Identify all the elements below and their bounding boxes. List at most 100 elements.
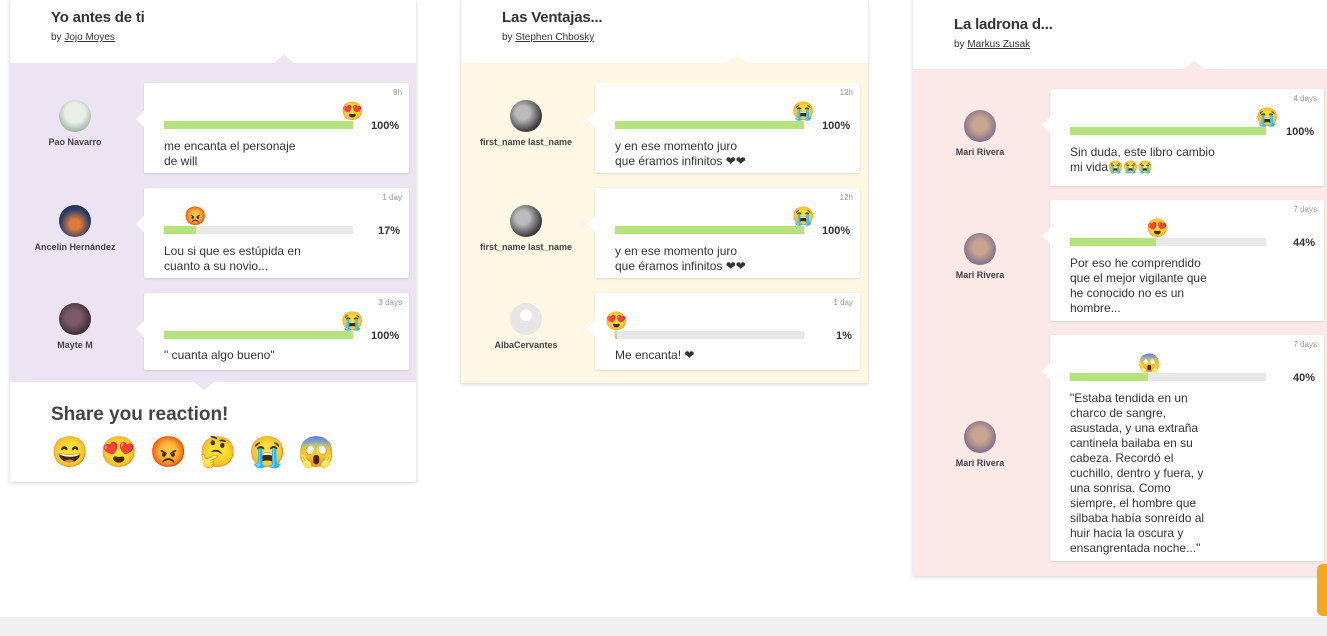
- share-reaction-title: Share you reaction!: [51, 404, 229, 425]
- review-comment: Sin duda, este libro cambio mi vida😭😭😭: [1070, 145, 1215, 175]
- review-bubble: 12h 😭 100% y en ese momento juro que éra…: [587, 188, 860, 278]
- review-comment: Por eso he comprendido que el mejor vigi…: [1070, 256, 1207, 316]
- review-user[interactable]: Mari Rivera: [925, 421, 1035, 468]
- heart-eyes-emoji-icon: 😍: [341, 101, 364, 121]
- reviews-area: first_name last_name 12h 😭 100% y en ese…: [461, 63, 868, 383]
- comment-line: que éramos infinitos ❤❤: [615, 154, 746, 168]
- comment-line: siempre, el hombre que: [1070, 496, 1197, 510]
- review-card: La ladrona d... by Markus Zusak Mari Riv…: [913, 0, 1327, 576]
- avatar: [59, 100, 91, 132]
- header-notch: [1184, 61, 1204, 69]
- comment-line: una sonrisa. Como: [1070, 481, 1171, 495]
- comment-line: " cuanta algo bueno": [164, 348, 275, 362]
- review-bubble: 9h 😍 100% me encanta el personaje de wil…: [136, 83, 409, 173]
- book-author-line: by Jojo Moyes: [51, 32, 416, 43]
- page-footer-band: [0, 617, 1327, 636]
- avatar: [964, 421, 996, 453]
- book-title[interactable]: Yo antes de ti: [51, 9, 145, 26]
- review-user[interactable]: Pao Navarro: [20, 100, 130, 147]
- feedback-tab[interactable]: [1317, 564, 1327, 616]
- screaming-emoji-icon: 😱: [1138, 353, 1161, 373]
- reaction-bar-fill: [615, 121, 804, 129]
- reaction-bar: [615, 226, 804, 234]
- review-user[interactable]: AlbaCervantes: [471, 303, 581, 350]
- review-user[interactable]: Mari Rivera: [925, 233, 1035, 280]
- review-time: 1 day: [382, 193, 402, 202]
- comment-line: Por eso he comprendido: [1070, 256, 1201, 270]
- author-link[interactable]: Stephen Chbosky: [515, 32, 595, 43]
- comment-line: he conocido no es un: [1070, 286, 1185, 300]
- angry-emoji-icon: 😡: [184, 206, 207, 226]
- header-notch: [274, 55, 294, 63]
- review-user[interactable]: Ancelin Hernández: [20, 205, 130, 252]
- reaction-bar: [164, 121, 353, 129]
- book-title[interactable]: La ladrona d...: [954, 16, 1053, 33]
- author-link[interactable]: Jojo Moyes: [64, 32, 115, 43]
- reaction-bar-fill: [615, 331, 617, 339]
- review-user[interactable]: Mari Rivera: [925, 110, 1035, 157]
- grinning-emoji-icon[interactable]: 😄: [51, 436, 89, 469]
- author-link[interactable]: Markus Zusak: [967, 39, 1031, 50]
- card-header: Las Ventajas... by Stephen Chbosky: [461, 0, 868, 63]
- username: AlbaCervantes: [494, 340, 558, 350]
- reaction-bar-fill: [164, 226, 197, 234]
- by-label: by: [502, 32, 513, 43]
- comment-line: cuchillo, dentro y fuera, y: [1070, 466, 1204, 480]
- review-time: 9h: [393, 88, 402, 97]
- reaction-bar: [1070, 127, 1266, 135]
- review-time: 7 days: [1293, 205, 1317, 214]
- avatar: [964, 233, 996, 265]
- reaction-percent: 100%: [822, 120, 851, 132]
- comment-line: mi vida😭😭😭: [1070, 160, 1153, 174]
- reaction-bar: [615, 331, 804, 339]
- comment-line: "Estaba tendida en un: [1070, 391, 1188, 405]
- comment-line: silbaba había sonreído al: [1070, 511, 1205, 525]
- avatar: [964, 110, 996, 142]
- crying-emoji-icon: 😭: [792, 101, 815, 121]
- comment-line: que el mejor vigilante que: [1070, 271, 1207, 285]
- username: Pao Navarro: [48, 137, 102, 147]
- username: first_name last_name: [479, 242, 573, 252]
- review-bubble: 1 day 😍 1% Me encanta! ❤: [587, 293, 860, 370]
- comment-line: y en ese momento juro: [615, 139, 738, 153]
- heart-eyes-emoji-icon: 😍: [1146, 218, 1169, 238]
- review-time: 4 days: [1293, 94, 1317, 103]
- username: Mari Rivera: [955, 458, 1005, 468]
- review-user[interactable]: Mayte M: [20, 303, 130, 350]
- comment-line: que éramos infinitos ❤❤: [615, 259, 746, 273]
- username: Mari Rivera: [955, 147, 1005, 157]
- crying-emoji-icon: 😭: [792, 206, 815, 226]
- comment-line: cuanto a su novio...: [164, 259, 269, 273]
- review-user[interactable]: first_name last_name: [471, 205, 581, 252]
- reaction-percent: 17%: [378, 225, 401, 237]
- review-time: 1 day: [833, 298, 853, 307]
- crying-emoji-icon: 😭: [341, 311, 364, 331]
- share-reaction-section: Share you reaction! 😄 😍 😡 🤔 😭 😱: [10, 382, 416, 482]
- comment-line: Sin duda, este libro cambio: [1070, 145, 1215, 159]
- screaming-emoji-icon[interactable]: 😱: [297, 436, 336, 469]
- reviews-area: Pao Navarro 9h 😍 100% me encanta el pers…: [10, 63, 416, 382]
- username: Ancelin Hernández: [34, 242, 116, 252]
- heart-eyes-emoji-icon[interactable]: 😍: [100, 436, 138, 469]
- reviews-area: Mari Rivera 4 days 😭 100% Sin duda, este…: [913, 69, 1327, 576]
- review-time: 3 days: [378, 298, 402, 307]
- crying-emoji-icon[interactable]: 😭: [248, 436, 286, 469]
- comment-line: Me encanta! ❤: [615, 348, 695, 362]
- avatar: [510, 205, 542, 237]
- comment-line: y en ese momento juro: [615, 244, 738, 258]
- review-user[interactable]: first_name last_name: [471, 100, 581, 147]
- thinking-emoji-icon[interactable]: 🤔: [199, 436, 237, 469]
- username: Mayte M: [57, 340, 93, 350]
- book-title[interactable]: Las Ventajas...: [502, 9, 603, 26]
- comment-line: huir hacia la oscura y: [1070, 526, 1184, 540]
- reaction-bar: [1070, 238, 1266, 246]
- reaction-percent: 100%: [1286, 126, 1315, 138]
- reaction-bar: [1070, 373, 1266, 381]
- reaction-percent: 44%: [1293, 237, 1316, 249]
- comment-line: Lou si que es estúpida en: [164, 244, 301, 258]
- reaction-bar-fill: [615, 226, 804, 234]
- reaction-bar: [164, 331, 353, 339]
- review-card: Yo antes de ti by Jojo Moyes Pao Navarro…: [10, 0, 416, 482]
- angry-emoji-icon[interactable]: 😡: [149, 436, 188, 469]
- avatar: [510, 303, 542, 335]
